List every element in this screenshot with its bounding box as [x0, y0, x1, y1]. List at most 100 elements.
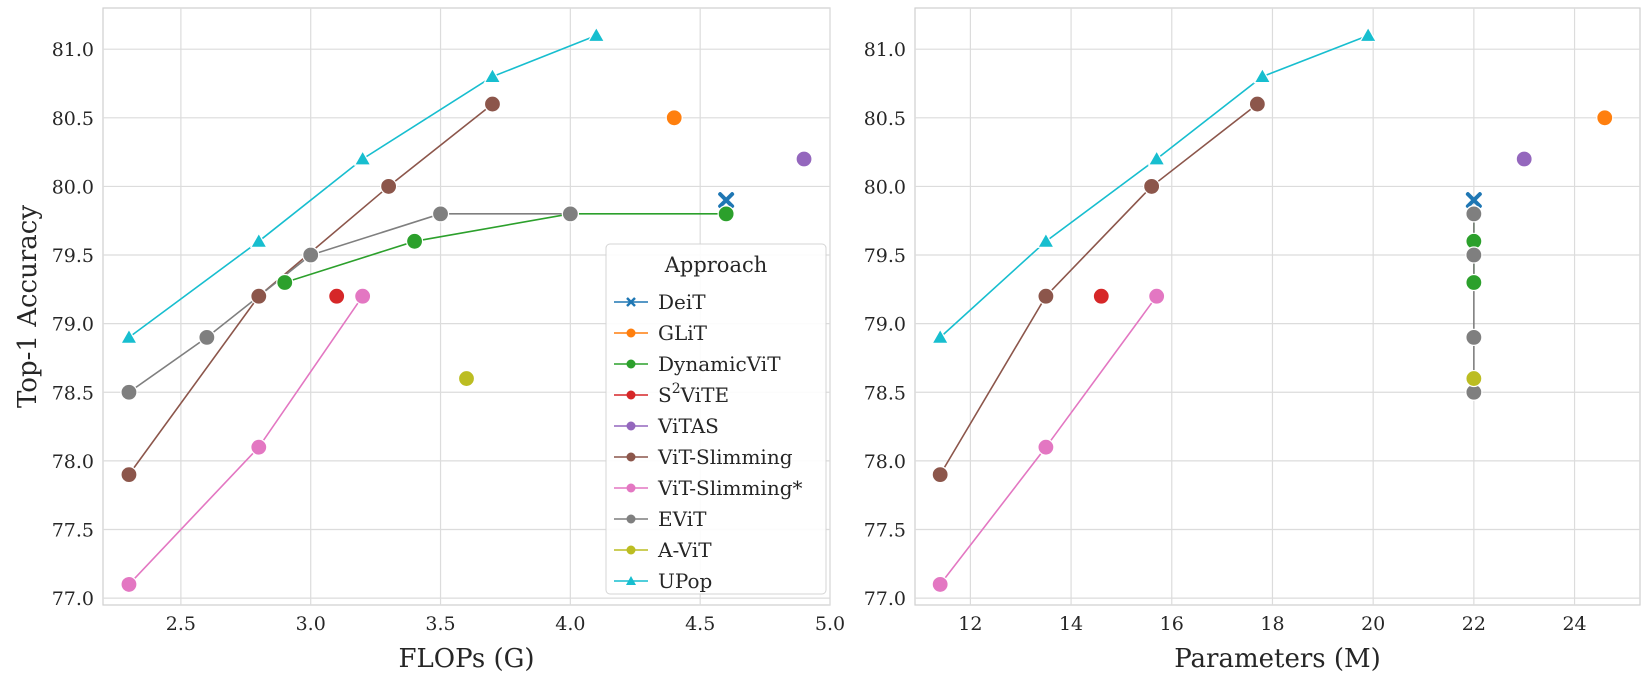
data-point-upop	[119, 328, 138, 344]
legend-label-vit-slimming-star: ViT-Slimming*	[657, 476, 803, 500]
data-point-vitas	[795, 150, 813, 168]
data-point-dynamicvit	[1465, 273, 1483, 292]
data-point-glit	[1596, 109, 1614, 127]
legend-label-vit-slimming: ViT-Slimming	[657, 445, 793, 469]
data-point-deit	[718, 192, 735, 209]
data-point-evit	[1465, 328, 1483, 346]
legend-marker-vitas	[626, 421, 636, 431]
x-tick-label: 22	[1462, 613, 1486, 635]
legend-label-a-vit: A-ViT	[657, 538, 712, 562]
data-point-vit-slimming	[1037, 287, 1055, 305]
data-point-dynamicvit	[717, 205, 735, 223]
y-tick-label: 79.5	[864, 245, 906, 267]
y-tick-label: 79.0	[52, 314, 94, 336]
series-line-evit	[128, 213, 571, 393]
data-point-vit-slimming	[120, 466, 138, 484]
data-point-dynamicvit	[405, 232, 424, 250]
data-point-evit	[561, 205, 579, 223]
legend-marker-vit-slimming	[626, 452, 636, 462]
data-point-vit-slimming	[380, 177, 398, 196]
y-tick-label: 77.0	[864, 588, 906, 610]
data-point-vit-slimming	[1248, 95, 1266, 113]
data-point-evit	[198, 328, 216, 346]
legend: Approach DeiT GLiT DynamicViT S2ViTE ViTAS ViT…	[605, 243, 827, 595]
x-tick-label: 12	[958, 613, 982, 635]
data-point-upop	[1147, 149, 1166, 166]
y-tick-label: 80.5	[52, 108, 94, 130]
data-point-upop	[1359, 26, 1378, 43]
data-point-glit	[665, 109, 683, 127]
y-tick-label: 78.5	[52, 382, 94, 404]
y-tick-label: 80.0	[52, 176, 94, 198]
data-point-evit	[431, 205, 450, 223]
y-tick-label: 77.5	[864, 520, 906, 542]
data-point-vit-slimming-star	[1037, 438, 1055, 456]
data-point-evit	[302, 246, 320, 264]
legend-label-glit: GLiT	[658, 321, 708, 345]
data-point-evit	[1465, 246, 1483, 264]
x-tick-label: 3.0	[296, 613, 326, 635]
legend-marker-evit	[626, 514, 636, 524]
x-tick-label: 16	[1160, 613, 1184, 635]
data-point-upop	[931, 328, 950, 344]
data-point-s2vite	[328, 287, 346, 305]
legend-marker-s2vite	[626, 390, 636, 400]
y-tick-label: 78.5	[864, 382, 906, 404]
legend-label-deit: DeiT	[658, 290, 706, 314]
data-point-vit-slimming-star	[1148, 287, 1166, 305]
y-tick-label: 81.0	[52, 39, 94, 61]
flops-accuracy-chart: 2.5 3.0 3.5 4.0 4.5 5.0 77.0 77.5 78.0 78.5 79.0 79…	[13, 7, 845, 674]
series-line-vit-slimming	[939, 103, 1258, 476]
data-point-s2vite	[1092, 287, 1110, 305]
data-point-upop	[483, 67, 502, 84]
x-tick-label: 20	[1361, 613, 1385, 635]
legend-title: Approach	[664, 253, 768, 277]
y-tick-label: 80.0	[864, 176, 906, 198]
legend-marker-upop	[626, 576, 636, 585]
x-tick-label: 2.5	[166, 613, 196, 635]
legend-marker-a-vit	[626, 545, 636, 555]
data-point-dynamicvit	[276, 273, 294, 292]
legend-label-dynamicvit: DynamicViT	[658, 352, 781, 376]
data-point-upop	[249, 232, 268, 248]
legend-marker-vit-slimming-star	[626, 483, 636, 493]
data-point-vit-slimming-star	[354, 287, 372, 305]
x-tick-label: 24	[1562, 613, 1586, 635]
y-tick-label: 79.5	[52, 245, 94, 267]
legend-label-vitas: ViTAS	[657, 414, 719, 438]
x-tick-label: 3.5	[425, 613, 455, 635]
data-point-evit	[120, 383, 138, 401]
data-point-upop	[587, 26, 606, 43]
legend-marker-glit	[626, 328, 636, 338]
legend-label-upop: UPop	[658, 569, 712, 593]
x-tick-label: 14	[1059, 613, 1083, 635]
params-accuracy-chart: 12 14 16 18 20 22 24 77.0 77.5 78.0 78.5 79.0 79.5 80…	[864, 7, 1641, 674]
data-point-a-vit	[457, 369, 476, 388]
legend-label-s2vite: S2ViTE	[658, 381, 729, 407]
y-tick-label: 80.5	[864, 108, 906, 130]
data-point-vitas	[1515, 150, 1533, 168]
data-point-vit-slimming	[1143, 177, 1161, 196]
y-axis-title: Top-1 Accuracy	[13, 205, 43, 408]
series-line-vit-slimming	[128, 103, 493, 476]
data-point-a-vit	[1465, 369, 1483, 388]
data-point-vit-slimming	[250, 287, 268, 305]
data-point-vit-slimming-star	[120, 575, 138, 594]
data-point-vit-slimming	[931, 466, 949, 484]
x-tick-label: 5.0	[815, 613, 845, 635]
x-axis-title: FLOPs (G)	[398, 644, 534, 674]
data-point-vit-slimming	[483, 95, 502, 113]
plot-area	[914, 7, 1641, 606]
y-tick-label: 77.5	[52, 520, 94, 542]
legend-marker-dynamicvit	[626, 359, 636, 369]
x-axis-title: Parameters (M)	[1174, 644, 1381, 674]
data-point-evit	[1465, 205, 1483, 223]
x-tick-label: 4.5	[685, 613, 715, 635]
data-point-upop	[1036, 232, 1055, 248]
data-point-upop	[353, 149, 372, 166]
data-point-upop	[1253, 67, 1272, 84]
legend-label-evit: EViT	[658, 507, 707, 531]
data-point-vit-slimming-star	[250, 438, 268, 456]
y-tick-label: 79.0	[864, 314, 906, 336]
